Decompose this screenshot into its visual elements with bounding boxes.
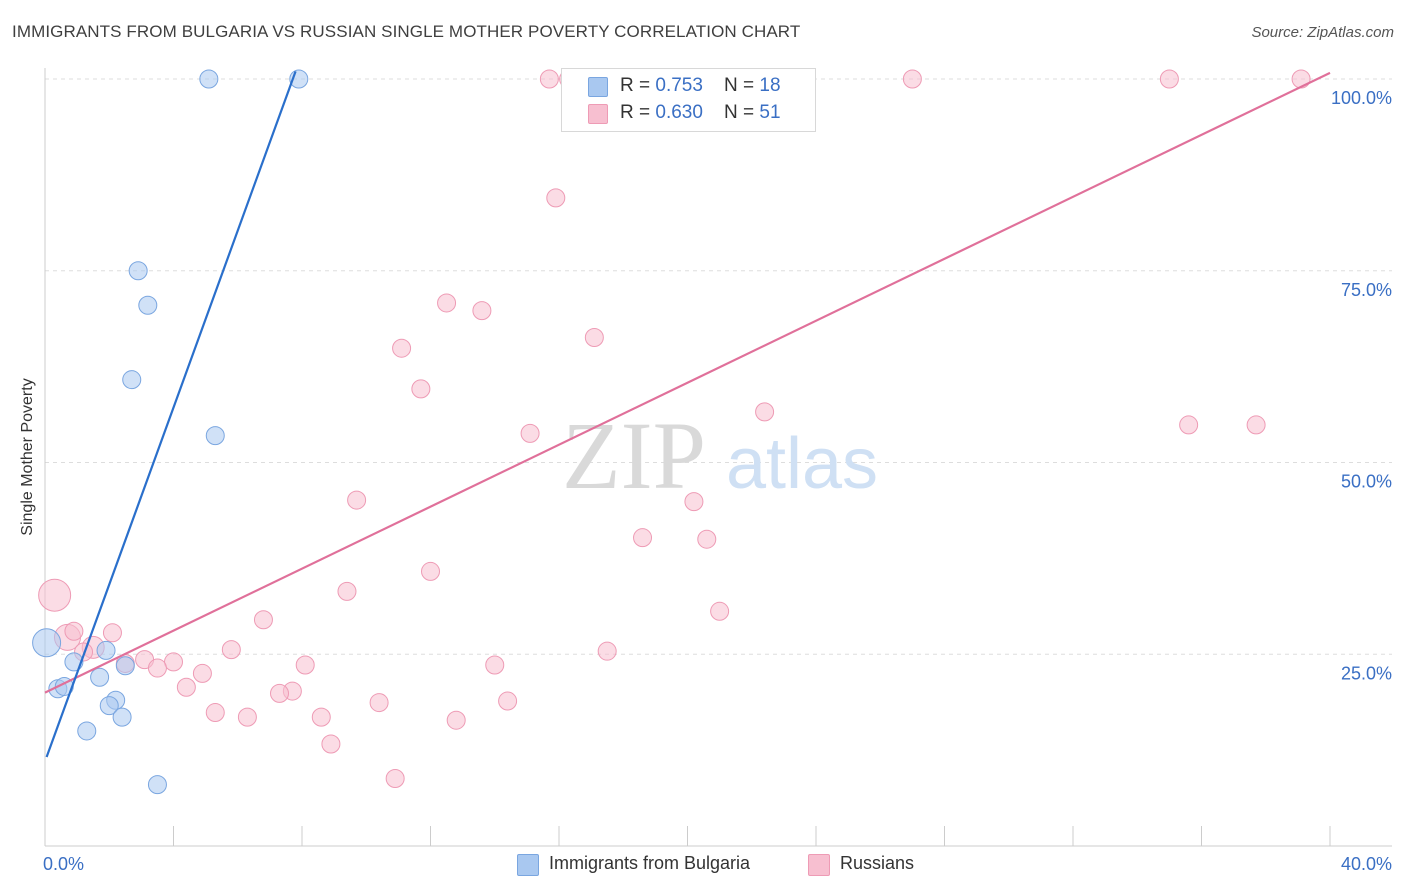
russians-point [446, 710, 466, 730]
legend-label: Russians [840, 853, 915, 873]
russians-point [311, 707, 331, 727]
bulgaria-point [77, 721, 97, 741]
russians-point [902, 69, 922, 89]
source-label: Source: ZipAtlas.com [1251, 24, 1394, 41]
russians-point [633, 528, 653, 548]
y-tick-label: 50.0% [1341, 472, 1392, 492]
blue-swatch [588, 77, 608, 97]
bulgaria-point [99, 696, 119, 716]
russians-point [237, 707, 257, 727]
russians-point [102, 623, 122, 643]
pink-swatch [588, 104, 608, 124]
y-tick-label: 25.0% [1341, 663, 1392, 683]
y-tick-label: 75.0% [1341, 280, 1392, 300]
russians-point [597, 641, 617, 661]
russians-point [1159, 69, 1179, 89]
tick-labels: 25.0% 50.0% 75.0% 100.0% 0.0% 40.0% [43, 88, 1392, 874]
russians-point [164, 652, 183, 672]
russians-point [1246, 415, 1266, 435]
r-label: R = [620, 102, 656, 123]
pink-swatch [808, 854, 830, 876]
russians-point [546, 188, 566, 208]
russians-point [64, 621, 84, 641]
russians-point [539, 69, 559, 89]
y-tick-label: 100.0% [1331, 88, 1392, 108]
bulgaria-point [112, 707, 132, 727]
bulgaria-point [32, 628, 62, 658]
russians-point [392, 338, 412, 358]
russians-point [253, 610, 273, 630]
axes [44, 68, 1392, 847]
stats-legend: R = 0.753 N = 18 R = 0.630 N = 51 [561, 68, 816, 132]
russians-point [221, 640, 241, 660]
russians-point [710, 601, 730, 621]
russians-point [295, 655, 315, 675]
n-label: N = [724, 75, 760, 96]
russians-point [498, 691, 518, 711]
bulgaria-point [122, 370, 142, 390]
bulgaria-point [147, 775, 167, 795]
bulgaria-points [32, 69, 309, 795]
russians-point [270, 683, 290, 703]
bulgaria-point [128, 261, 148, 281]
n-value: 18 [759, 75, 781, 96]
russians-point [1291, 69, 1311, 89]
bulgaria-point [90, 667, 110, 687]
watermark: ZIP atlas [562, 402, 878, 509]
russians-point [411, 379, 431, 399]
x-tick-label: 40.0% [1341, 854, 1392, 874]
russians-point [755, 402, 775, 422]
r-label: R = [620, 75, 656, 96]
russians-point [1179, 415, 1199, 435]
russians-point [176, 677, 196, 697]
bulgaria-point [115, 656, 135, 676]
russians-trend-line [44, 71, 1331, 694]
legend-label: Immigrants from Bulgaria [549, 853, 751, 873]
russians-point [192, 663, 212, 683]
russians-point [337, 581, 357, 601]
russians-point [369, 693, 389, 713]
russians-point [385, 769, 405, 789]
russians-point [697, 529, 717, 549]
x-tick-label: 0.0% [43, 854, 84, 874]
bulgaria-point [199, 69, 219, 89]
russians-point [485, 655, 505, 675]
bulgaria-point [205, 426, 225, 446]
russians-point [584, 327, 604, 347]
r-value: 0.753 [655, 75, 703, 96]
russians-point [347, 490, 367, 510]
russians-point [321, 734, 341, 754]
chart-title: IMMIGRANTS FROM BULGARIA VS RUSSIAN SING… [12, 22, 801, 41]
trend-lines [44, 70, 1331, 758]
r-value: 0.630 [655, 102, 703, 123]
russians-point [437, 293, 457, 313]
watermark-atlas: atlas [726, 424, 878, 504]
blue-swatch [517, 854, 539, 876]
series-legend: Immigrants from Bulgaria Russians [0, 853, 1406, 877]
russians-point [205, 703, 225, 723]
russians-points [38, 69, 1311, 789]
russians-point [472, 301, 492, 321]
russians-point [520, 423, 540, 443]
russians-point [147, 658, 167, 678]
bulgaria-point [96, 640, 116, 660]
grid-lines [45, 78, 1392, 655]
n-label: N = [724, 102, 760, 123]
russians-point [38, 578, 72, 612]
bulgaria-point [138, 295, 158, 315]
watermark-zip: ZIP [562, 402, 706, 509]
russians-point [421, 561, 440, 581]
n-value: 51 [759, 102, 781, 123]
bulgaria-trend-line [45, 70, 297, 758]
russians-point [684, 492, 704, 512]
